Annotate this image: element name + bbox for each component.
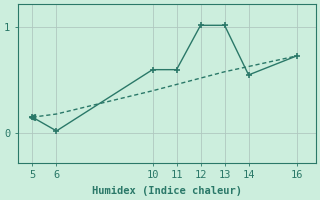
X-axis label: Humidex (Indice chaleur): Humidex (Indice chaleur) <box>92 186 242 196</box>
